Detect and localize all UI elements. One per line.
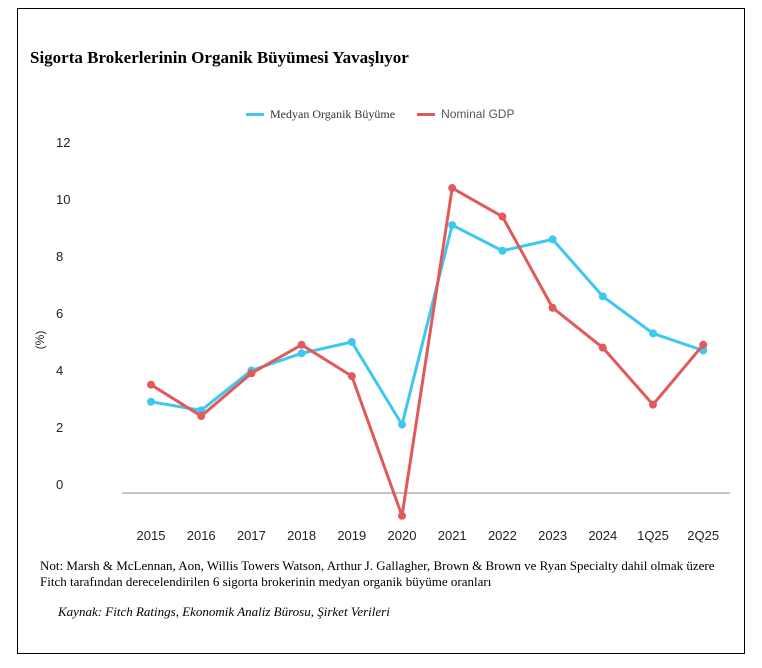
legend-swatch-gdp — [417, 112, 436, 116]
x-tick-label: 1Q25 — [637, 528, 669, 543]
y-tick-label: 10 — [56, 192, 70, 207]
data-point-median — [649, 329, 657, 338]
y-tick-label: 0 — [56, 477, 63, 492]
data-point-gdp — [147, 380, 155, 389]
data-point-gdp — [297, 340, 306, 349]
data-point-gdp — [548, 303, 557, 312]
legend-item-median: Medyan Organik Büyüme — [246, 107, 395, 122]
data-point-median — [297, 349, 306, 358]
y-tick-label: 8 — [56, 249, 63, 264]
series-line-gdp — [150, 186, 705, 518]
data-point-median — [498, 246, 507, 255]
data-point-median — [147, 397, 155, 406]
x-tick-label: 2016 — [187, 528, 216, 543]
x-tick-label: 2Q25 — [687, 528, 719, 543]
data-point-gdp — [347, 372, 356, 381]
chart-title: Sigorta Brokerlerinin Organik Büyümesi Y… — [30, 48, 409, 67]
legend-swatch-median — [246, 112, 264, 116]
x-tick-label: 2024 — [588, 528, 617, 543]
data-point-gdp — [448, 184, 457, 193]
x-tick-label: 2020 — [388, 528, 417, 543]
data-point-gdp — [197, 412, 206, 421]
legend-label-gdp: Nominal GDP — [441, 107, 515, 121]
y-tick-label: 12 — [56, 135, 70, 150]
chart-note: Not: Marsh & McLennan, Aon, Willis Tower… — [40, 558, 715, 589]
chart-series — [147, 184, 708, 520]
chart-legend: Medyan Organik Büyüme Nominal GDP — [246, 104, 514, 124]
legend-label-median: Medyan Organik Büyüme — [270, 106, 396, 121]
data-point-gdp — [247, 369, 256, 378]
y-tick-label: 4 — [56, 363, 63, 378]
y-tick-label: 6 — [56, 306, 63, 321]
data-point-gdp — [649, 400, 657, 409]
legend-item-gdp: Nominal GDP — [417, 107, 514, 121]
data-point-median — [398, 420, 406, 429]
y-tick-label: 2 — [56, 420, 63, 435]
data-point-gdp — [498, 212, 507, 221]
x-axis-ticks: 2015 2016 2017 2018 2019 2020 2021 2022 2023 2024… — [137, 528, 720, 543]
x-tick-label: 2022 — [488, 528, 517, 543]
x-tick-label: 2017 — [237, 528, 266, 543]
data-point-median — [598, 292, 607, 301]
chart-source: Kaynak: Fitch Ratings, Ekonomik Analiz B… — [58, 604, 390, 619]
data-point-gdp — [699, 340, 708, 349]
x-tick-label: 2023 — [538, 528, 567, 543]
data-point-median — [448, 221, 457, 230]
x-tick-label: 2015 — [137, 528, 166, 543]
series-line-median — [150, 223, 704, 427]
x-tick-label: 2018 — [287, 528, 316, 543]
x-tick-label: 2021 — [438, 528, 467, 543]
x-tick-label: 2019 — [337, 528, 366, 543]
chart-frame — [17, 8, 745, 654]
y-axis-label: (%) — [33, 331, 47, 350]
data-point-median — [197, 406, 206, 415]
data-point-gdp — [598, 343, 607, 352]
y-axis-ticks: 0 2 4 6 8 10 12 — [56, 135, 70, 492]
data-point-median — [548, 235, 557, 244]
data-point-median — [347, 337, 356, 346]
data-point-gdp — [398, 511, 406, 520]
